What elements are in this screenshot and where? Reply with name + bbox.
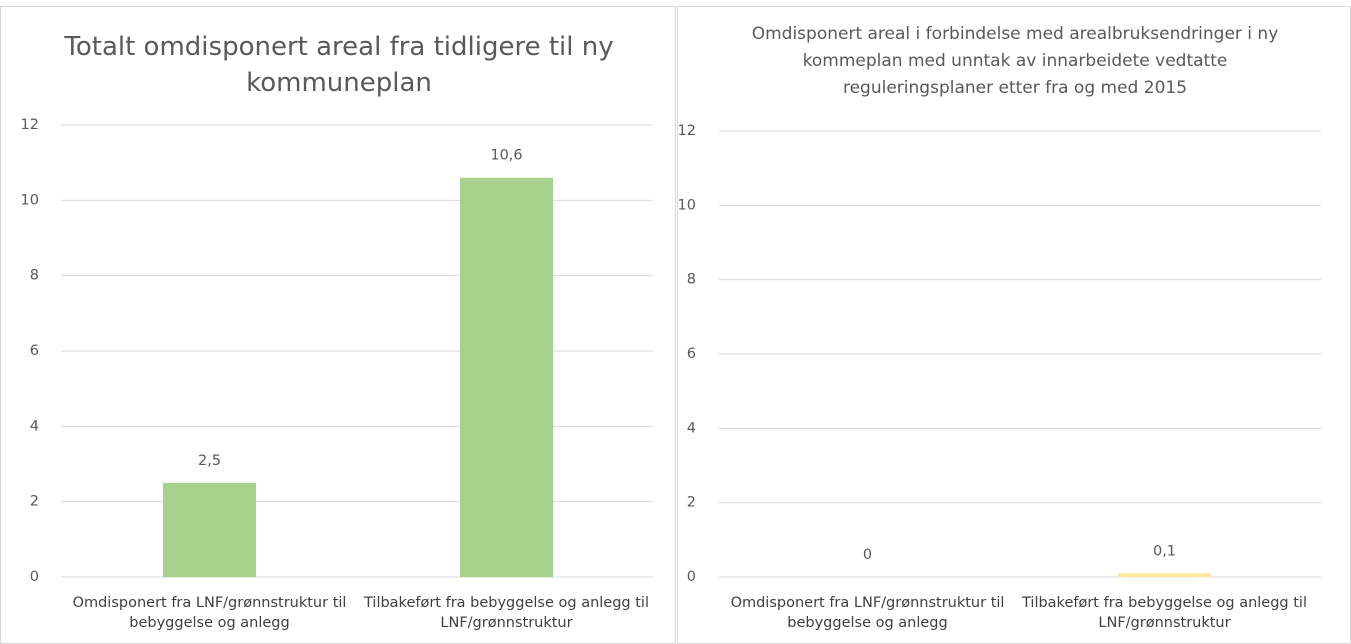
chart-title: Totalt omdisponert areal fra tidligere t… <box>64 32 614 98</box>
data-label: 2,5 <box>198 453 221 469</box>
chart-panel: 0 2 4 6 8 10 12 0 0,1 Omdisponert areal i forbind… <box>677 6 1351 644</box>
y-tick-label: 6 <box>30 343 39 359</box>
x-tick-label: Tilbakeført fra bebyggelse og anlegg til… <box>364 595 649 631</box>
y-tick-label: 10 <box>21 192 39 208</box>
y-tick-label: 6 <box>687 346 696 362</box>
chart-panel: 0 2 4 6 8 10 12 2,5 10,6 Totalt omdisponert areal… <box>0 6 676 644</box>
y-tick-label: 4 <box>687 420 696 436</box>
bar <box>460 177 553 577</box>
y-tick-label: 4 <box>30 418 39 434</box>
data-label: 0 <box>863 547 872 563</box>
bar <box>163 482 256 577</box>
bar <box>1118 573 1211 577</box>
y-tick-label: 10 <box>678 197 696 213</box>
y-tick-label: 8 <box>687 272 696 288</box>
chart: 0 2 4 6 8 10 12 2,5 10,6 <box>21 117 653 585</box>
y-tick-label: 0 <box>30 569 39 585</box>
data-label: 10,6 <box>490 148 522 164</box>
y-tick-label: 2 <box>30 494 39 510</box>
data-label: 0,1 <box>1153 543 1176 559</box>
y-tick-label: 2 <box>687 495 696 511</box>
chart: 0 2 4 6 8 10 12 0 0,1 <box>678 123 1321 585</box>
x-tick-label: Omdisponert fra LNF/grønnstruktur til be… <box>730 595 1005 631</box>
y-tick-label: 8 <box>30 268 39 284</box>
x-tick-label: Omdisponert fra LNF/grønnstruktur til be… <box>72 595 347 631</box>
x-tick-label: Tilbakeført fra bebyggelse og anlegg til… <box>1022 595 1307 631</box>
chart-title: Omdisponert areal i forbindelse med area… <box>751 24 1279 98</box>
y-tick-label: 0 <box>687 569 696 585</box>
y-tick-label: 12 <box>21 117 39 133</box>
y-tick-label: 12 <box>678 123 696 139</box>
